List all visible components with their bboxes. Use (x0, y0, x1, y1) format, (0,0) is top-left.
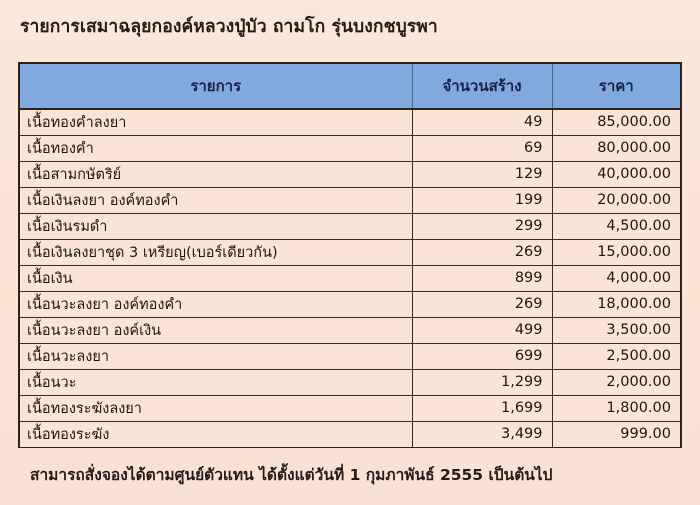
cell-item-name: เนื้อนวะลงยา (20, 343, 413, 370)
cell-item-name: เนื้อเงินรมดำ (20, 213, 413, 240)
cell-price: 20,000.00 (552, 187, 680, 214)
table-row: เนื้อเงินลงยาชุด 3 เหรียญ(เบอร์เดียวกัน)… (20, 239, 680, 266)
cell-quantity: 199 (412, 187, 553, 214)
cell-price: 40,000.00 (552, 161, 680, 188)
cell-quantity: 129 (412, 161, 553, 188)
cell-price: 4,000.00 (552, 265, 680, 292)
cell-price: 3,500.00 (552, 317, 680, 344)
cell-item-name: เนื้อนวะลงยา องค์ทองคำ (20, 291, 413, 318)
cell-item-name: เนื้อเงิน (20, 265, 413, 292)
table-row: เนื้อเงิน 899 4,000.00 (20, 265, 680, 292)
cell-price: 18,000.00 (552, 291, 680, 318)
cell-quantity: 269 (412, 291, 553, 318)
table-row: เนื้อสามกษัตริย์ 129 40,000.00 (20, 161, 680, 188)
price-table-container: รายการ จำนวนสร้าง ราคา เนื้อทองคำลงยา 49 8… (18, 62, 682, 448)
table-row: เนื้อทองคำ 69 80,000.00 (20, 135, 680, 162)
cell-item-name: เนื้อนวะ (20, 369, 413, 396)
cell-quantity: 899 (412, 265, 553, 292)
table-header: รายการ จำนวนสร้าง ราคา (20, 64, 680, 110)
cell-quantity: 1,299 (412, 369, 553, 396)
cell-price: 85,000.00 (552, 109, 680, 136)
cell-item-name: เนื้อเงินลงยา องค์ทองคำ (20, 187, 413, 214)
cell-item-name: เนื้อทองคำ (20, 135, 413, 162)
cell-quantity: 3,499 (412, 421, 553, 447)
footer-note: สามารถสั่งจองได้ตามศูนย์ตัวแทน ได้ตั้งแต… (30, 466, 553, 484)
column-header-name: รายการ (20, 64, 413, 110)
table-header-row: รายการ จำนวนสร้าง ราคา (20, 64, 680, 110)
table-body: เนื้อทองคำลงยา 49 85,000.00 เนื้อทองคำ 69 80,… (20, 109, 680, 447)
cell-quantity: 499 (412, 317, 553, 344)
cell-item-name: เนื้อทองระฆังลงยา (20, 395, 413, 422)
table-row: เนื้อเงินลงยา องค์ทองคำ 199 20,000.00 (20, 187, 680, 214)
table-row: เนื้อนวะ 1,299 2,000.00 (20, 369, 680, 396)
table-row: เนื้อทองคำลงยา 49 85,000.00 (20, 109, 680, 136)
cell-quantity: 49 (412, 109, 553, 136)
cell-quantity: 699 (412, 343, 553, 370)
page-title: รายการเสมาฉลุยกองค์หลวงปู่บัว ถามโก รุ่น… (20, 17, 438, 37)
cell-price: 1,800.00 (552, 395, 680, 422)
cell-price: 2,000.00 (552, 369, 680, 396)
cell-quantity: 269 (412, 239, 553, 266)
cell-price: 15,000.00 (552, 239, 680, 266)
table-row: เนื้อทองระฆัง 3,499 999.00 (20, 421, 680, 447)
column-header-qty: จำนวนสร้าง (412, 64, 553, 110)
cell-item-name: เนื้อทองคำลงยา (20, 109, 413, 136)
table-row: เนื้อเงินรมดำ 299 4,500.00 (20, 213, 680, 240)
cell-quantity: 299 (412, 213, 553, 240)
cell-price: 4,500.00 (552, 213, 680, 240)
table-row: เนื้อทองระฆังลงยา 1,699 1,800.00 (20, 395, 680, 422)
column-header-price: ราคา (552, 64, 680, 110)
cell-item-name: เนื้อนวะลงยา องค์เงิน (20, 317, 413, 344)
cell-price: 2,500.00 (552, 343, 680, 370)
cell-item-name: เนื้อเงินลงยาชุด 3 เหรียญ(เบอร์เดียวกัน) (20, 239, 413, 266)
price-table: รายการ จำนวนสร้าง ราคา เนื้อทองคำลงยา 49 8… (20, 64, 680, 447)
table-row: เนื้อนวะลงยา องค์เงิน 499 3,500.00 (20, 317, 680, 344)
cell-item-name: เนื้อสามกษัตริย์ (20, 161, 413, 188)
cell-price: 80,000.00 (552, 135, 680, 162)
cell-quantity: 1,699 (412, 395, 553, 422)
cell-price: 999.00 (552, 421, 680, 447)
cell-quantity: 69 (412, 135, 553, 162)
table-row: เนื้อนวะลงยา องค์ทองคำ 269 18,000.00 (20, 291, 680, 318)
table-row: เนื้อนวะลงยา 699 2,500.00 (20, 343, 680, 370)
cell-item-name: เนื้อทองระฆัง (20, 421, 413, 447)
